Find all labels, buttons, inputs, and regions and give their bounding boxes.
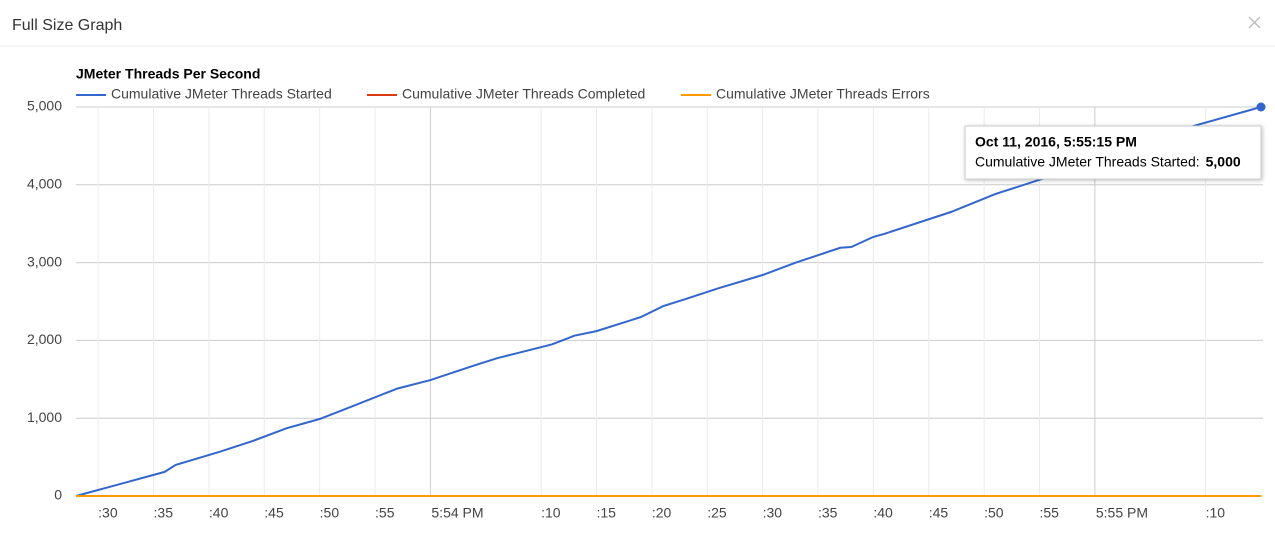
x-tick-label: :40 (873, 505, 893, 521)
dialog-title: Full Size Graph (12, 17, 123, 34)
x-tick-label: :55 (1040, 505, 1060, 521)
close-button[interactable] (1248, 16, 1261, 29)
x-tick-label: :35 (818, 505, 838, 521)
chart-title: JMeter Threads Per Second (76, 66, 260, 82)
series-line (75, 106, 1262, 497)
x-tick-label: :45 (929, 505, 949, 521)
y-tick-label: 2,000 (27, 331, 62, 347)
x-tick-label: :50 (320, 505, 340, 521)
x-tick-label: :25 (707, 505, 727, 521)
x-tick-label: :55 (375, 505, 395, 521)
x-tick-label: :40 (209, 505, 229, 521)
y-tick-label: 3,000 (27, 253, 62, 269)
legend-label: Cumulative JMeter Threads Started (111, 86, 332, 102)
x-tick-label: :50 (984, 505, 1004, 521)
tooltip-label: Cumulative JMeter Threads Started: (975, 154, 1200, 170)
tooltip-title: Oct 11, 2016, 5:55:15 PM (975, 134, 1137, 150)
x-tick-label: :45 (264, 505, 284, 521)
x-tick-label: :20 (652, 505, 672, 521)
x-tick-label: :35 (154, 505, 174, 521)
tooltip-value: 5,000 (1206, 154, 1241, 170)
hover-point (1256, 102, 1266, 112)
x-tick-label: :30 (763, 505, 783, 521)
y-tick-label: 0 (54, 487, 62, 503)
x-tick-label: 5:55 PM (1096, 505, 1148, 521)
x-tick-label: :30 (98, 505, 118, 521)
legend-label: Cumulative JMeter Threads Completed (402, 86, 645, 102)
x-tick-label: :10 (541, 505, 561, 521)
tooltip-box (964, 125, 1262, 180)
x-tick-label: 5:54 PM (431, 505, 483, 521)
y-tick-label: 5,000 (27, 98, 62, 114)
x-tick-label: :15 (597, 505, 617, 521)
x-tick-label: :10 (1206, 505, 1226, 521)
y-tick-label: 1,000 (27, 409, 62, 425)
legend-label: Cumulative JMeter Threads Errors (716, 86, 930, 102)
y-tick-label: 4,000 (27, 176, 62, 192)
